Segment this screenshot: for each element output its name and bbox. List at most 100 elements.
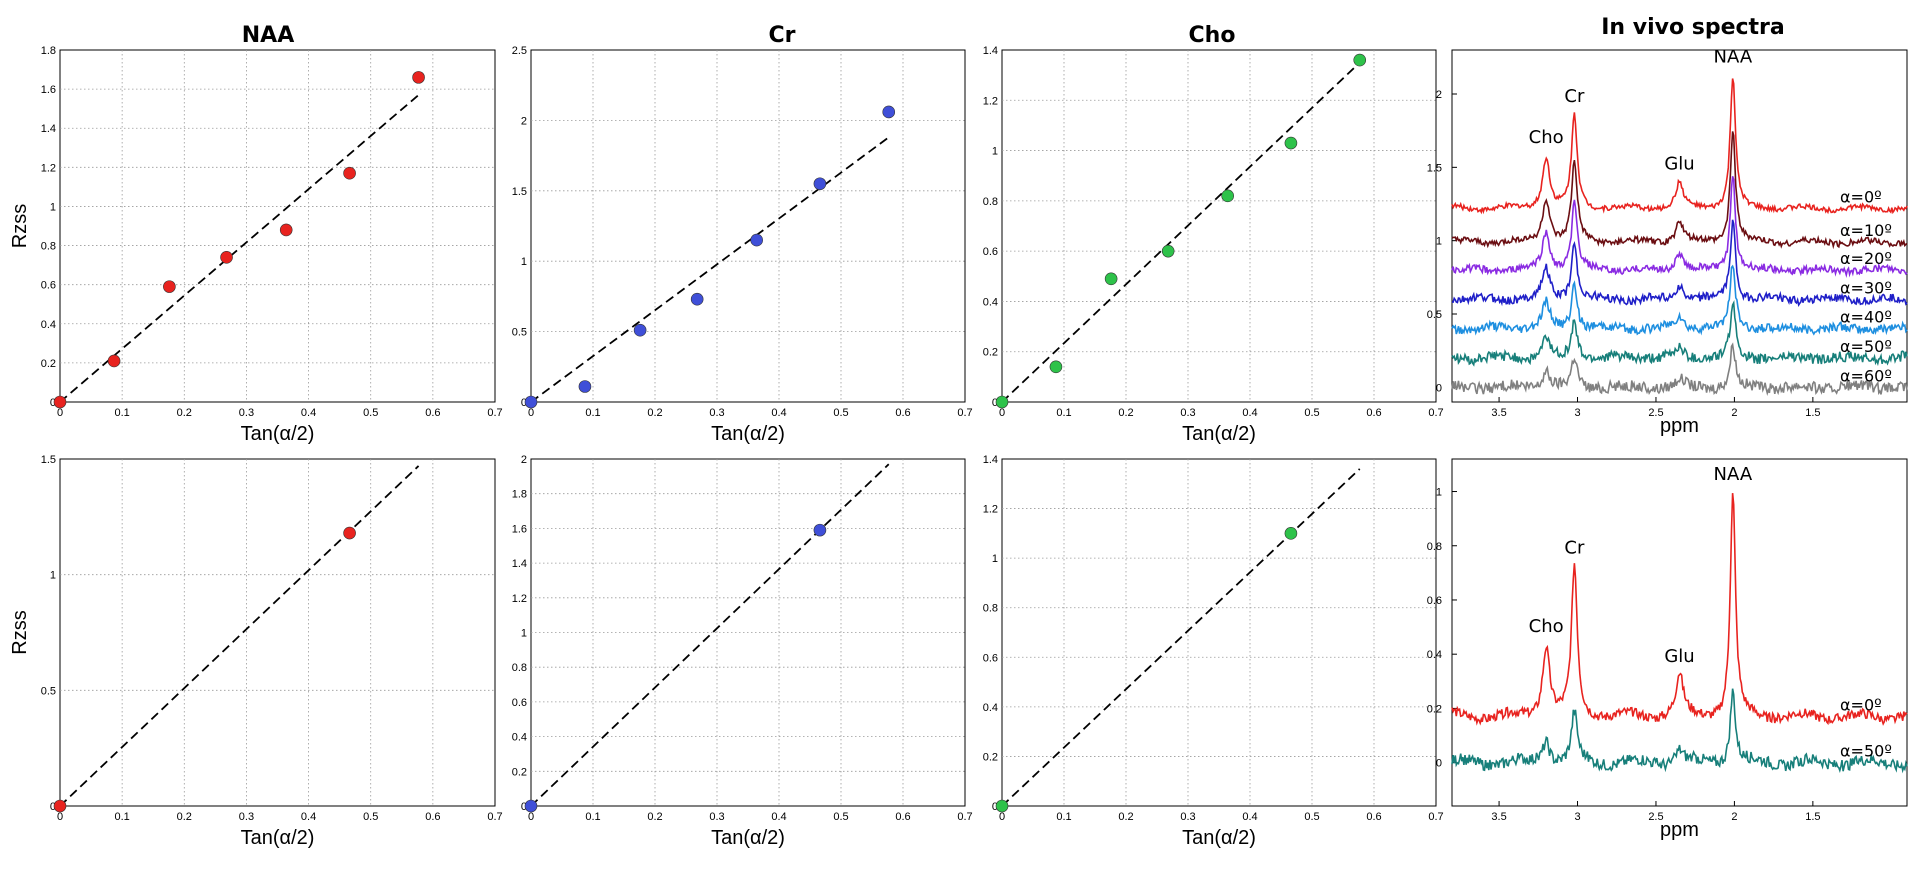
x-tick-label: 0.2 (647, 811, 662, 823)
x-tick-label: 0 (528, 407, 534, 419)
column-title-cho: Cho (1189, 23, 1236, 48)
x-tick-label: 2.5 (1648, 407, 1663, 419)
data-point (578, 380, 592, 393)
data-point (53, 395, 67, 409)
spectrum-line (1451, 131, 1908, 250)
plot-frame (1001, 458, 1437, 807)
x-axis-label: Tan(α/2) (711, 827, 785, 849)
x-tick-label: 0.1 (585, 811, 600, 823)
y-tick-label: 1.6 (512, 523, 527, 535)
x-tick-label: 3 (1574, 407, 1580, 419)
x-tick-label: 0.6 (425, 407, 440, 419)
y-tick-label: 0.5 (1427, 309, 1442, 321)
data-point (53, 799, 67, 813)
x-tick-label: 0.5 (1304, 407, 1319, 419)
data-point (1049, 360, 1063, 374)
x-tick-label: 0 (999, 811, 1005, 823)
peak-label: Cr (1564, 537, 1585, 558)
y-tick-label: 0.5 (512, 327, 527, 339)
y-tick-label: 1.2 (983, 95, 998, 107)
y-axis-label: Rzss (9, 610, 31, 654)
x-tick-label: 0.4 (1242, 811, 1257, 823)
y-tick-label: 1.4 (41, 123, 56, 135)
peak-label: Cho (1529, 127, 1564, 148)
x-tick-label: 0.1 (114, 407, 129, 419)
x-axis-label: Tan(α/2) (1182, 423, 1256, 445)
y-tick-label: 0.6 (983, 246, 998, 258)
data-point (1284, 527, 1298, 540)
spectrum-line (1451, 78, 1908, 215)
y-tick-label: 0.2 (1427, 703, 1442, 715)
y-tick-label: 2.5 (512, 45, 527, 57)
plot-frame (1451, 49, 1908, 403)
x-tick-label: 0.7 (957, 407, 972, 419)
x-tick-label: 0.6 (1366, 407, 1381, 419)
x-axis-label: ppm (1660, 819, 1699, 841)
x-tick-label: 0.2 (647, 407, 662, 419)
y-tick-label: 1.8 (41, 45, 56, 57)
y-tick-label: 1 (50, 570, 56, 582)
panel-3-spectra: 3.5 3 2.5 2 1.5 0 0.5 1 1.5 2 α=0º α=10º α=20º α=30º α… (1427, 46, 1908, 437)
y-tick-label: 0.8 (41, 241, 56, 253)
series-label: α=20º (1840, 249, 1892, 268)
x-axis-label: ppm (1660, 415, 1699, 437)
panel-7-spectra: 3.5 3 2.5 2 1.5 0 0.2 0.4 0.6 0.8 1 α=0º α=50º Cho Cr G… (1427, 458, 1908, 841)
x-tick-label: 0.3 (239, 811, 254, 823)
panel-4-naa: 0 0.1 0.2 0.3 0.4 0.5 0.6 0.7 0 0.5 1 1.5 Tan(α/2) Rz… (9, 454, 503, 849)
y-tick-label: 0.2 (983, 347, 998, 359)
y-tick-label: 0.2 (41, 358, 56, 370)
y-tick-label: 0.8 (512, 662, 527, 674)
data-point (412, 71, 425, 84)
x-tick-label: 0.2 (1118, 407, 1133, 419)
series-label: α=10º (1840, 221, 1892, 240)
x-tick-label: 0.7 (487, 811, 502, 823)
x-tick-label: 0.7 (957, 811, 972, 823)
x-tick-label: 0.4 (771, 407, 786, 419)
x-tick-label: 0.1 (1056, 811, 1071, 823)
y-tick-label: 0.8 (983, 196, 998, 208)
data-point (220, 250, 233, 264)
x-tick-label: 0.5 (363, 407, 378, 419)
x-tick-label: 0.4 (301, 407, 316, 419)
y-tick-label: 1.2 (983, 504, 998, 516)
fit-line (530, 463, 890, 807)
y-tick-label: 1 (1436, 487, 1442, 499)
data-point (1353, 53, 1367, 67)
x-tick-label: 0.1 (114, 811, 129, 823)
y-tick-label: 1.5 (41, 454, 56, 466)
series-label: α=60º (1840, 366, 1892, 385)
y-tick-label: 0.2 (512, 766, 527, 778)
x-tick-label: 0.5 (1304, 811, 1319, 823)
y-tick-label: 1.5 (512, 186, 527, 198)
data-point (1104, 272, 1118, 286)
x-tick-label: 2 (1731, 811, 1737, 823)
series-label: α=50º (1840, 337, 1892, 356)
data-point (1284, 136, 1298, 150)
x-tick-label: 0.2 (177, 407, 192, 419)
y-tick-label: 1.5 (1427, 162, 1442, 174)
data-point (813, 523, 827, 537)
fit-line (530, 136, 890, 403)
data-point (1161, 244, 1175, 258)
series-label: α=40º (1840, 308, 1892, 327)
data-point (163, 280, 176, 293)
x-tick-label: 0.6 (895, 811, 910, 823)
y-tick-label: 1 (992, 553, 998, 565)
x-tick-label: 0 (57, 407, 63, 419)
series-label: α=50º (1840, 742, 1892, 761)
peak-label: Cho (1529, 616, 1564, 637)
y-tick-label: 1.2 (41, 162, 56, 174)
column-title-spectra: In vivo spectra (1601, 15, 1785, 40)
plot-frame (1001, 49, 1437, 403)
spectrum-line (1451, 688, 1908, 774)
x-axis-label: Tan(α/2) (1182, 827, 1256, 849)
panel-5-cr: 0 0.1 0.2 0.3 0.4 0.5 0.6 0.7 0 0.2 0.4 0.6 0.8 1 1.2 1… (512, 454, 973, 849)
panel-0-naa: 0 0.1 0.2 0.3 0.4 0.5 0.6 0.7 0 0.2 0.4 0.6 0.8 1 1.2 1… (9, 45, 503, 445)
y-tick-label: 1.6 (41, 84, 56, 96)
panel-2-cho: 0 0.1 0.2 0.3 0.4 0.5 0.6 0.7 0 0.2 0.4 0.6 0.8 1 1.2 1… (983, 45, 1444, 445)
y-tick-label: 1.4 (983, 454, 998, 466)
y-tick-label: 0.5 (41, 685, 56, 697)
y-tick-label: 0.2 (983, 751, 998, 763)
y-tick-label: 0 (521, 801, 527, 813)
